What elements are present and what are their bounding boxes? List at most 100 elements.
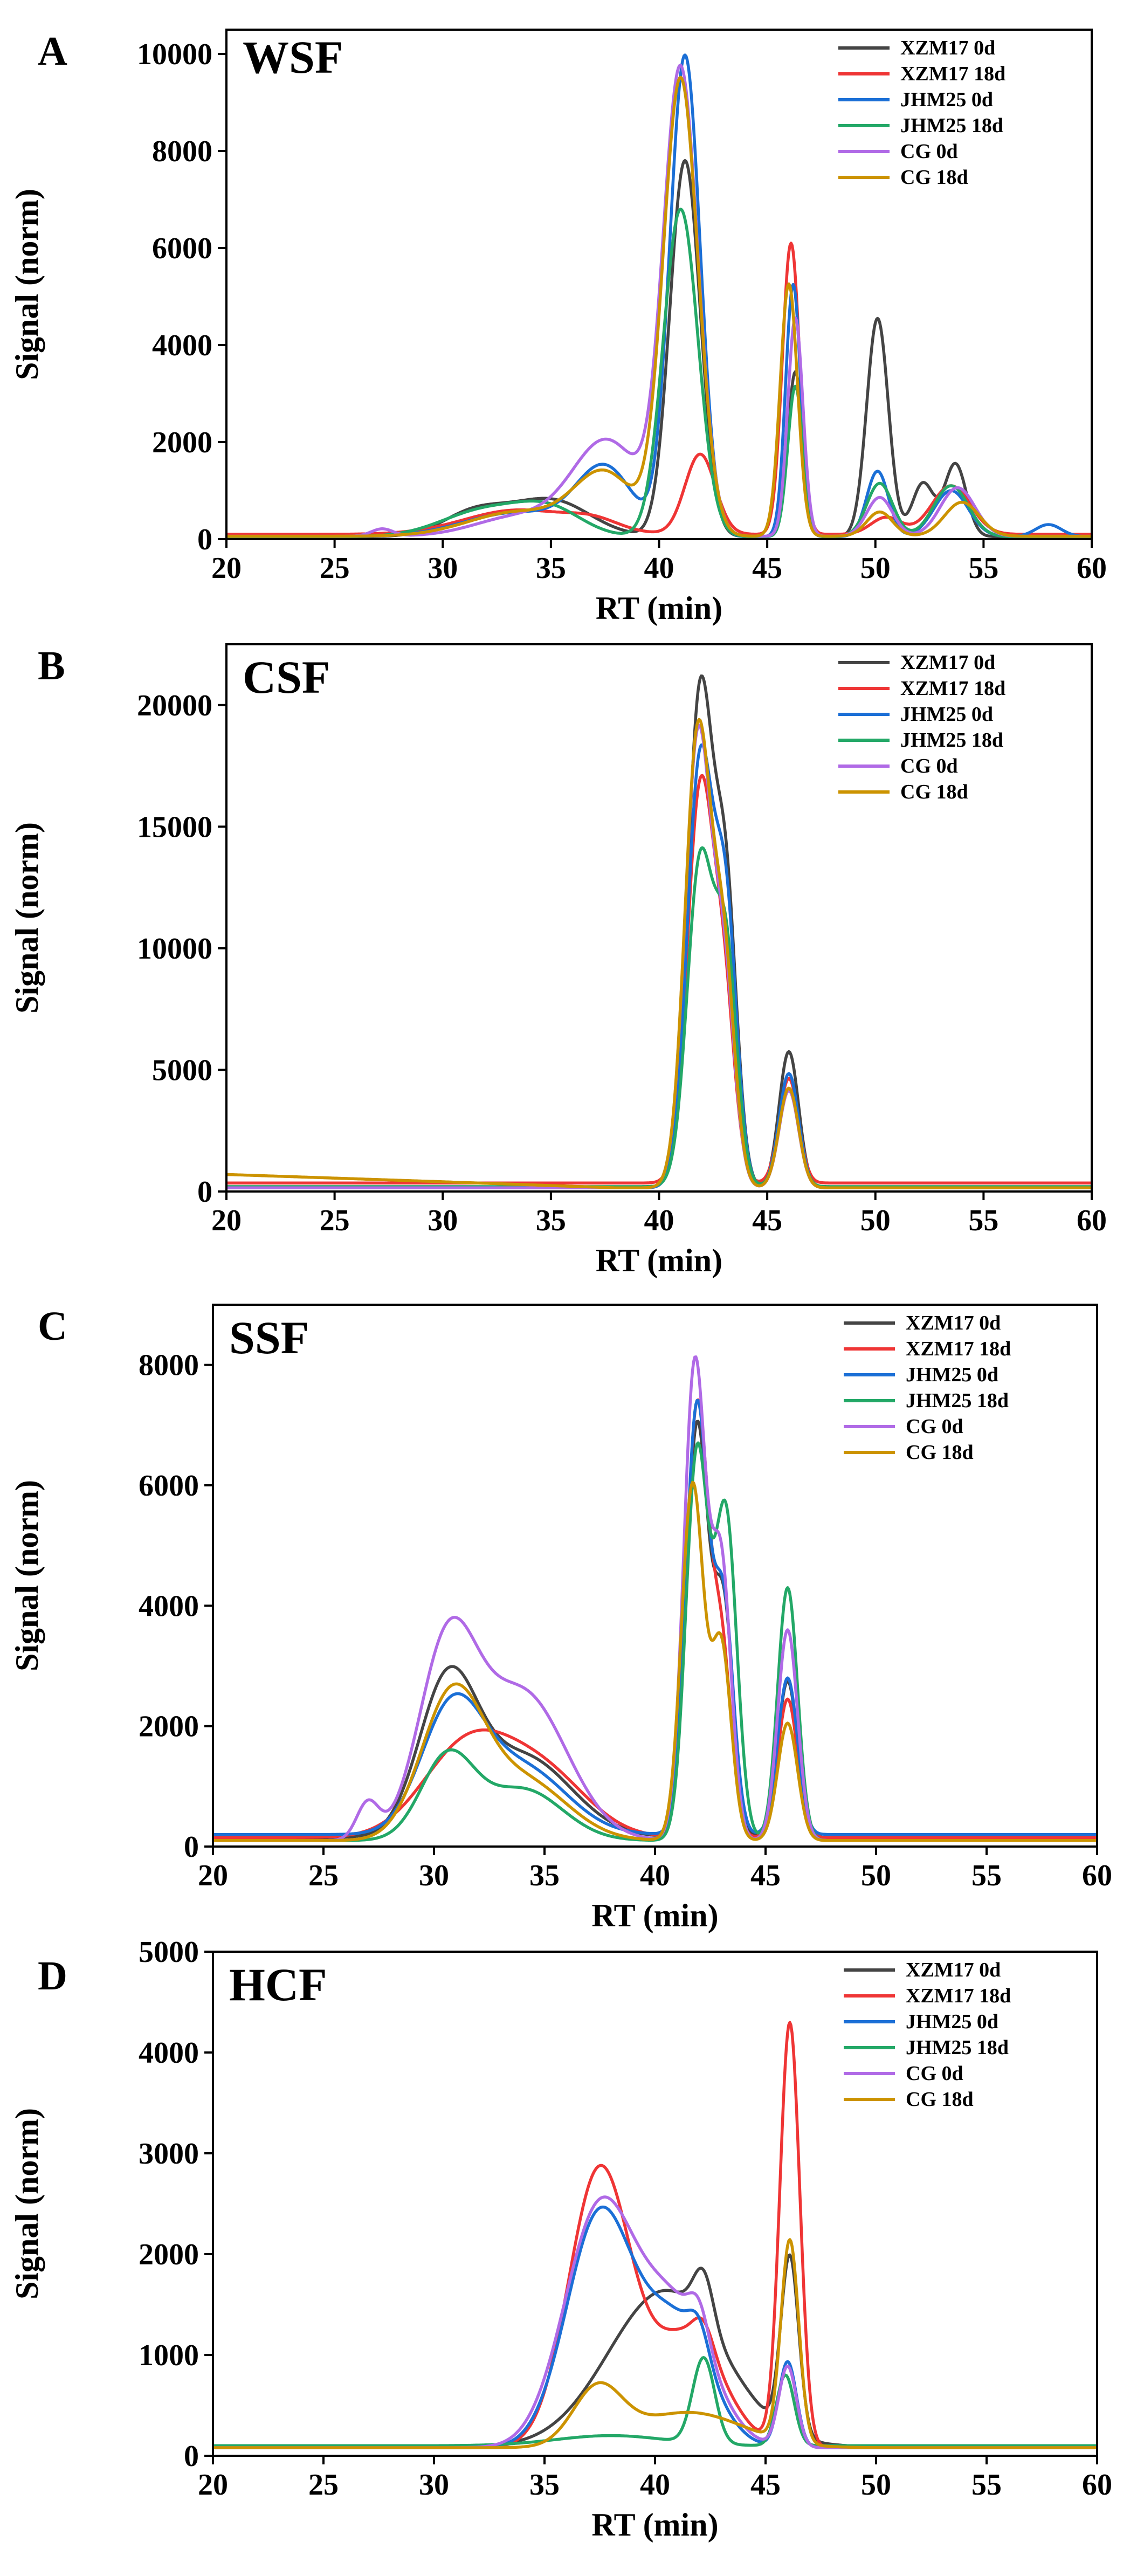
y-tick-label: 5000 — [152, 1053, 212, 1087]
x-tick-label: 30 — [419, 2468, 449, 2502]
x-tick-label: 50 — [860, 552, 891, 585]
panel-D: 20 25 30 35 40 45 50 55 60 0 1000 2000 3000 4000 5000 R… — [9, 1936, 1112, 2543]
panel-A: 20 25 30 35 40 45 50 55 60 0 2000 4000 6000 8000 10000… — [9, 29, 1107, 626]
x-tick-label: 55 — [968, 1204, 998, 1237]
y-tick-label: 0 — [197, 1175, 212, 1209]
x-axis-label: RT (min) — [596, 590, 722, 626]
panel-letter: C — [38, 1304, 67, 1349]
x-tick-label: 35 — [536, 1204, 566, 1237]
legend-label: JHM25 18d — [900, 114, 1003, 137]
series-group — [226, 53, 1092, 539]
legend-label: JHM25 0d — [900, 703, 993, 726]
x-tick-label: 45 — [752, 552, 782, 585]
x-tick-label: 40 — [640, 2468, 670, 2502]
x-tick-label: 20 — [198, 1859, 228, 1892]
legend-label: JHM25 18d — [906, 2036, 1009, 2059]
legend: XZM17 0d XZM17 18d JHM25 0d JHM25 18d CG 0d C… — [835, 649, 1072, 814]
legend-label: CG 18d — [906, 1441, 974, 1464]
legend-background — [835, 34, 1072, 199]
y-tick-label: 0 — [184, 1830, 199, 1864]
legend-label: XZM17 18d — [906, 1985, 1011, 2007]
y-tick-label: 6000 — [139, 1469, 199, 1503]
x-tick-label: 20 — [198, 2468, 228, 2502]
legend-label: CG 18d — [906, 2088, 974, 2111]
x-tick-label: 30 — [419, 1859, 449, 1892]
legend-label: XZM17 0d — [900, 37, 995, 59]
x-tick-label: 25 — [308, 1859, 339, 1892]
series-line-cg-18d — [213, 2238, 1097, 2449]
y-tick-label: 20000 — [137, 689, 212, 722]
y-tick-label: 0 — [184, 2440, 199, 2473]
x-tick-label: 55 — [971, 1859, 1002, 1892]
x-tick-label: 55 — [968, 552, 998, 585]
x-tick-label: 50 — [860, 1204, 891, 1237]
legend-background — [840, 1309, 1078, 1474]
x-tick-label: 25 — [320, 552, 350, 585]
panel-title: CSF — [243, 651, 330, 703]
legend-label: CG 0d — [906, 2062, 963, 2085]
y-axis-label: Signal (norm) — [9, 2108, 45, 2299]
legend-label: CG 18d — [900, 781, 968, 803]
x-tick-label: 50 — [861, 2468, 891, 2502]
legend-label: JHM25 18d — [906, 1389, 1009, 1412]
y-tick-label: 2000 — [139, 1710, 199, 1744]
panel-B: 20 25 30 35 40 45 50 55 60 0 5000 10000 15000 20000 RT… — [9, 643, 1107, 1278]
y-tick-label: 2000 — [152, 426, 212, 459]
x-tick-label: 45 — [752, 1204, 782, 1237]
legend-label: XZM17 0d — [900, 651, 995, 674]
panel-title: WSF — [243, 31, 343, 83]
series-line-jhm25-18d — [213, 2356, 1097, 2448]
x-axis-label: RT (min) — [591, 1898, 718, 1933]
x-axis-label: RT (min) — [591, 2507, 718, 2543]
legend: XZM17 0d XZM17 18d JHM25 0d JHM25 18d CG 0d C… — [840, 1956, 1078, 2121]
x-tick-label: 25 — [320, 1204, 350, 1237]
legend-label: JHM25 0d — [906, 1363, 998, 1386]
legend-label: JHM25 18d — [900, 729, 1003, 752]
panel-letter: D — [38, 1953, 67, 1999]
panel-letter: A — [38, 29, 67, 74]
legend-label: CG 0d — [900, 755, 958, 777]
panel-letter: B — [38, 643, 65, 688]
x-tick-label: 20 — [211, 552, 242, 585]
y-tick-label: 8000 — [152, 135, 212, 168]
x-tick-label: 60 — [1077, 552, 1107, 585]
y-tick-label: 4000 — [152, 329, 212, 362]
series-group — [213, 2021, 1097, 2449]
x-tick-label: 60 — [1077, 1204, 1107, 1237]
x-tick-label: 60 — [1082, 1859, 1112, 1892]
series-line-cg-18d — [213, 1480, 1097, 1842]
y-tick-label: 10000 — [137, 38, 212, 71]
legend-label: JHM25 0d — [906, 2010, 998, 2033]
series-group — [226, 674, 1092, 1189]
x-tick-label: 55 — [971, 2468, 1002, 2502]
y-tick-label: 15000 — [137, 810, 212, 844]
x-axis-label: RT (min) — [596, 1243, 722, 1278]
legend-label: CG 0d — [906, 1415, 963, 1438]
x-tick-label: 20 — [211, 1204, 242, 1237]
y-tick-label: 0 — [197, 523, 212, 556]
panel-title: HCF — [229, 1959, 327, 2010]
x-tick-label: 35 — [529, 1859, 560, 1892]
x-tick-label: 60 — [1082, 2468, 1112, 2502]
legend-background — [840, 1956, 1078, 2121]
y-tick-label: 4000 — [139, 1589, 199, 1623]
legend-label: JHM25 0d — [900, 88, 993, 111]
x-tick-label: 40 — [640, 1859, 670, 1892]
series-line-jhm25-0d — [213, 1399, 1097, 1836]
legend-label: XZM17 0d — [906, 1959, 1001, 1981]
x-tick-label: 30 — [428, 1204, 458, 1237]
panel-C: 20 25 30 35 40 45 50 55 60 0 2000 4000 6000 8000 RT (m… — [9, 1304, 1112, 1933]
x-tick-label: 35 — [536, 552, 566, 585]
y-tick-label: 6000 — [152, 232, 212, 265]
series-line-cg-18d — [226, 718, 1092, 1189]
y-tick-label: 3000 — [139, 2137, 199, 2171]
series-group — [213, 1355, 1097, 1842]
legend-label: XZM17 18d — [906, 1338, 1011, 1360]
y-tick-label: 1000 — [139, 2339, 199, 2372]
y-tick-label: 4000 — [139, 2036, 199, 2070]
legend: XZM17 0d XZM17 18d JHM25 0d JHM25 18d CG 0d C… — [840, 1309, 1078, 1474]
legend-label: CG 0d — [900, 140, 958, 163]
y-axis-label: Signal (norm) — [9, 1480, 45, 1671]
y-tick-label: 10000 — [137, 932, 212, 966]
x-tick-label: 50 — [861, 1859, 891, 1892]
